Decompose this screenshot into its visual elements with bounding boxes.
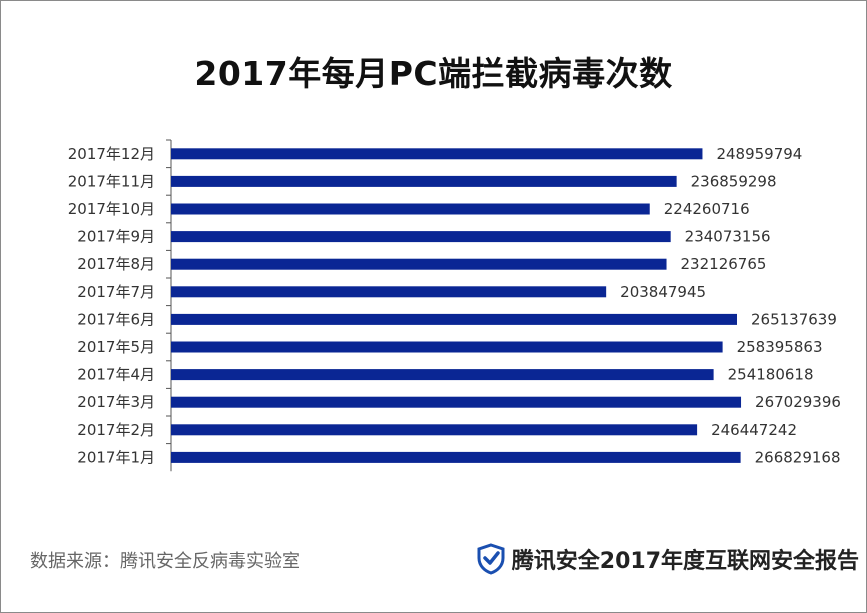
category-label: 2017年12月 [68,145,155,163]
bar [171,286,607,298]
category-label: 2017年2月 [77,421,155,439]
value-label: 203847945 [620,283,706,301]
bar [171,369,714,381]
bar [171,258,667,270]
bar [171,148,703,160]
bar [171,341,723,353]
category-label: 2017年10月 [68,200,155,218]
value-label: 232126765 [681,255,767,273]
category-label: 2017年8月 [77,255,155,273]
value-label: 246447242 [711,421,797,439]
value-label: 267029396 [755,393,841,411]
value-label: 236859298 [691,172,777,190]
category-label: 2017年9月 [77,228,155,246]
category-label: 2017年11月 [68,172,155,190]
bar [171,396,742,408]
category-label: 2017年3月 [77,393,155,411]
category-label: 2017年7月 [77,283,155,301]
bar [171,451,741,463]
value-label: 234073156 [685,228,771,246]
value-label: 254180618 [728,366,814,384]
value-label: 224260716 [664,200,750,218]
chart-title: 2017年每月PC端拦截病毒次数 [194,54,673,93]
bar [171,175,677,187]
category-label: 2017年4月 [77,366,155,384]
value-label: 265137639 [751,310,837,328]
value-label: 258395863 [737,338,823,356]
shield-check-icon [477,543,505,575]
category-label: 2017年5月 [77,338,155,356]
bar [171,313,737,325]
data-source-note: 数据来源：腾讯安全反病毒实验室 [30,551,300,572]
bar [171,424,698,436]
report-brand-text: 腾讯安全2017年度互联网安全报告 [511,549,859,574]
bar [171,231,671,243]
bar [171,203,650,215]
report-brand: 腾讯安全2017年度互联网安全报告 [476,543,859,575]
category-label: 2017年6月 [77,310,155,328]
category-label: 2017年1月 [77,448,155,466]
value-label: 266829168 [755,448,841,466]
value-label: 248959794 [716,145,802,163]
